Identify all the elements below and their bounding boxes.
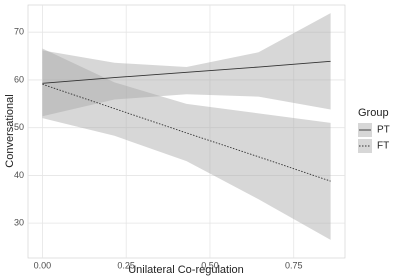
y-axis-title: Conversational	[4, 94, 16, 167]
legend-title: Group	[358, 107, 389, 119]
legend-label: PT	[377, 125, 390, 136]
y-tick-label: 30	[14, 218, 24, 228]
legend-label: FT	[377, 141, 389, 152]
line	[42, 60, 331, 84]
x-tick-label: 0.25	[117, 260, 135, 270]
x-tick-label: 0.50	[201, 260, 219, 270]
confidence-band	[42, 13, 331, 117]
y-tick-label: 60	[14, 74, 24, 84]
plot-panel	[27, 4, 346, 259]
y-tick-label: 50	[14, 122, 24, 132]
y-tick-label: 70	[14, 27, 24, 37]
x-tick-label: 0.00	[34, 260, 52, 270]
confidence-band	[42, 48, 331, 240]
x-tick-label: 0.75	[285, 260, 303, 270]
x-axis-title: Unilateral Co-regulation	[128, 264, 244, 276]
y-tick-label: 40	[14, 170, 24, 180]
line	[42, 83, 331, 182]
